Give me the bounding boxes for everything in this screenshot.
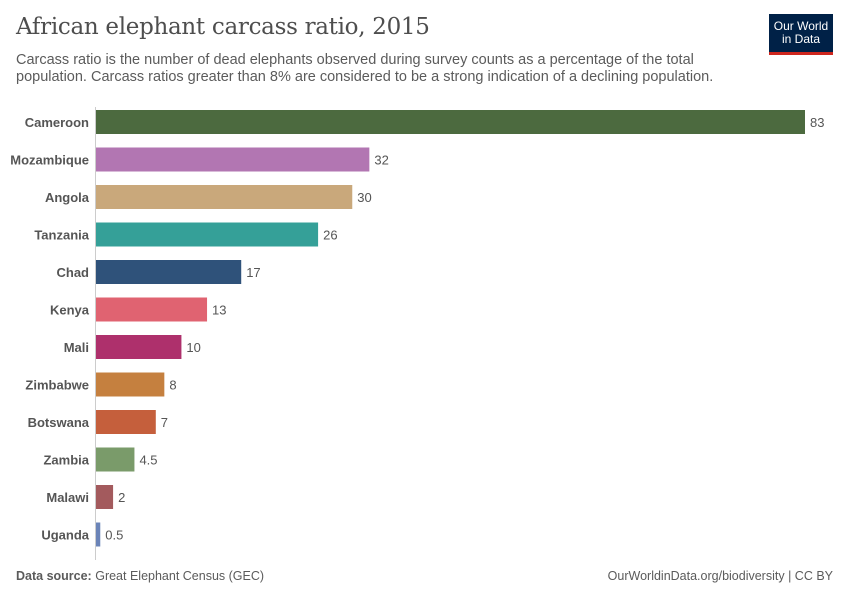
bar bbox=[96, 297, 208, 322]
category-label: Zimbabwe bbox=[25, 378, 89, 393]
category-label: Cameroon bbox=[25, 115, 89, 130]
value-label: 10 bbox=[186, 340, 200, 355]
source-url[interactable]: OurWorldinData.org/biodiversity | CC BY bbox=[607, 569, 833, 583]
value-label: 7 bbox=[161, 415, 168, 430]
chart-subtitle: Carcass ratio is the number of dead elep… bbox=[16, 52, 714, 85]
bar bbox=[96, 185, 353, 209]
owid-logo[interactable]: Our World in Data bbox=[769, 14, 833, 55]
data-source-value: Great Elephant Census (GEC) bbox=[95, 569, 265, 583]
value-label: 32 bbox=[374, 153, 388, 168]
data-source-label: Data source: bbox=[16, 569, 92, 583]
category-label: Tanzania bbox=[34, 228, 89, 243]
bar bbox=[96, 485, 114, 509]
value-label: 13 bbox=[212, 303, 226, 318]
value-label: 17 bbox=[246, 265, 260, 280]
value-label: 2 bbox=[118, 490, 125, 505]
category-label: Zambia bbox=[43, 453, 89, 468]
value-label: 83 bbox=[810, 115, 824, 130]
category-label: Mali bbox=[64, 340, 89, 355]
value-label: 26 bbox=[323, 228, 337, 243]
chart-title: African elephant carcass ratio, 2015 bbox=[16, 14, 430, 40]
category-label: Botswana bbox=[28, 415, 90, 430]
category-label: Mozambique bbox=[10, 153, 89, 168]
bar bbox=[96, 110, 805, 134]
logo-line2: in Data bbox=[781, 32, 821, 46]
logo-line1: Our World bbox=[773, 19, 829, 33]
bar bbox=[96, 147, 370, 172]
value-label: 4.5 bbox=[139, 453, 157, 468]
data-source: Data source: Great Elephant Census (GEC) bbox=[16, 569, 264, 583]
category-label: Angola bbox=[45, 190, 90, 205]
bar bbox=[96, 335, 182, 359]
bar bbox=[96, 447, 135, 472]
bar bbox=[96, 522, 101, 547]
bar bbox=[96, 372, 165, 397]
bar bbox=[96, 260, 242, 284]
value-label: 8 bbox=[169, 378, 176, 393]
value-label: 0.5 bbox=[105, 528, 123, 543]
category-label: Uganda bbox=[41, 528, 89, 543]
bar bbox=[96, 222, 319, 247]
bar bbox=[96, 410, 156, 434]
category-label: Chad bbox=[57, 265, 90, 280]
category-label: Kenya bbox=[50, 303, 90, 318]
category-label: Malawi bbox=[46, 490, 89, 505]
value-label: 30 bbox=[357, 190, 371, 205]
